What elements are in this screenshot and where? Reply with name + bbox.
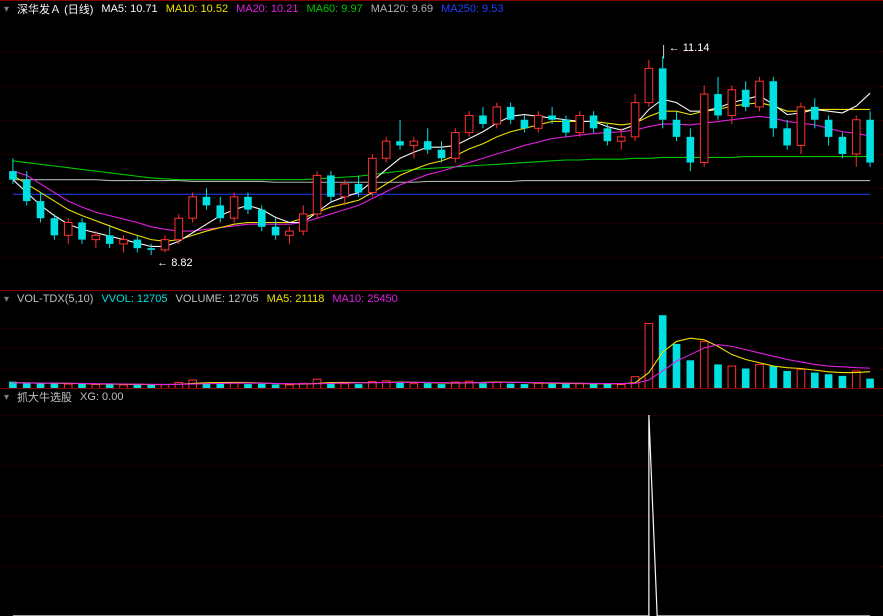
vvol-label: VVOL: 12705 bbox=[101, 293, 167, 305]
volume-chart[interactable] bbox=[0, 307, 883, 389]
ma20-label: MA20: 10.21 bbox=[236, 3, 298, 15]
ma250-label: MA250: 9.53 bbox=[441, 3, 503, 15]
high-annotation: ← 11.14 bbox=[669, 42, 710, 54]
xg-chart[interactable] bbox=[0, 405, 883, 616]
xg-panel: ▾ 抓大牛选股 XG: 0.00 bbox=[0, 388, 883, 615]
volume-panel: ▾ VOL-TDX(5,10) VVOL: 12705 VOLUME: 1270… bbox=[0, 290, 883, 388]
low-annotation: ← 8.82 bbox=[157, 257, 192, 269]
candlestick-chart[interactable]: ← 11.14│← 8.82 bbox=[0, 17, 883, 291]
xg-indicator-label: 抓大牛选股 bbox=[17, 389, 72, 405]
price-panel-header: ▾ 深华发Ａ (日线) MA5: 10.71 MA10: 10.52 MA20:… bbox=[0, 1, 883, 17]
vol-ma5-label: MA5: 21118 bbox=[267, 293, 325, 305]
price-panel: ▾ 深华发Ａ (日线) MA5: 10.71 MA10: 10.52 MA20:… bbox=[0, 0, 883, 290]
volume-label: VOLUME: 12705 bbox=[176, 293, 259, 305]
vol-indicator-label: VOL-TDX(5,10) bbox=[17, 293, 93, 305]
chevron-down-icon[interactable]: ▾ bbox=[4, 392, 9, 403]
xg-panel-header: ▾ 抓大牛选股 XG: 0.00 bbox=[0, 389, 883, 405]
ma120-label: MA120: 9.69 bbox=[371, 3, 433, 15]
ma5-label: MA5: 10.71 bbox=[101, 3, 157, 15]
ma10-label: MA10: 10.52 bbox=[166, 3, 228, 15]
vol-ma10-label: MA10: 25450 bbox=[332, 293, 397, 305]
chevron-down-icon[interactable]: ▾ bbox=[4, 294, 9, 305]
ma60-label: MA60: 9.97 bbox=[306, 3, 362, 15]
volume-panel-header: ▾ VOL-TDX(5,10) VVOL: 12705 VOLUME: 1270… bbox=[0, 291, 883, 307]
chevron-down-icon[interactable]: ▾ bbox=[4, 4, 9, 15]
stock-title: 深华发Ａ (日线) bbox=[17, 1, 93, 17]
xg-value-label: XG: 0.00 bbox=[80, 391, 123, 403]
